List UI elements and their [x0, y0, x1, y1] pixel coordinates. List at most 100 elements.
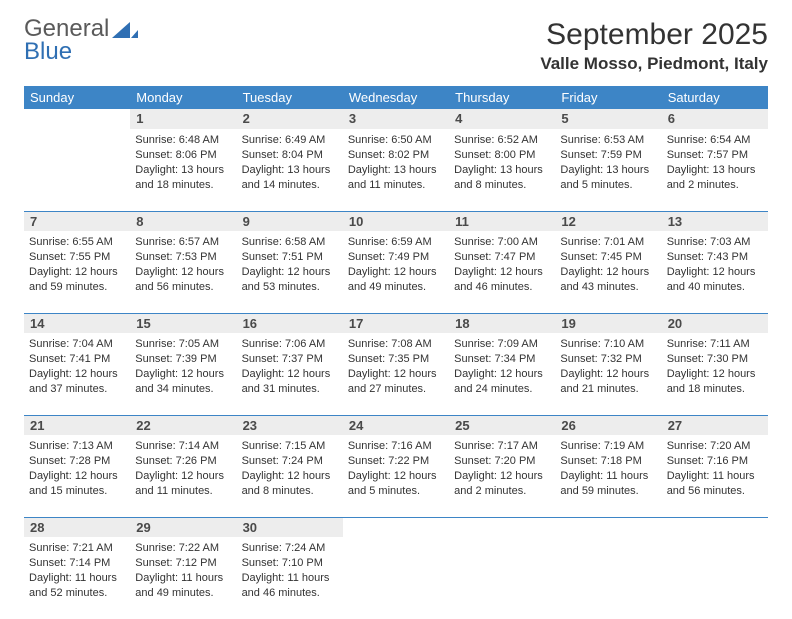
day-cell	[449, 537, 555, 619]
day-details: Sunrise: 6:50 AMSunset: 8:02 PMDaylight:…	[348, 133, 444, 192]
day-number: 13	[662, 211, 768, 231]
day-cell: Sunrise: 7:13 AMSunset: 7:28 PMDaylight:…	[24, 435, 130, 517]
day-cell	[662, 537, 768, 619]
day-number: 30	[237, 517, 343, 537]
day-cell: Sunrise: 7:24 AMSunset: 7:10 PMDaylight:…	[237, 537, 343, 619]
day-number: 23	[237, 415, 343, 435]
day-details: Sunrise: 7:24 AMSunset: 7:10 PMDaylight:…	[242, 541, 338, 600]
day-details: Sunrise: 6:54 AMSunset: 7:57 PMDaylight:…	[667, 133, 763, 192]
day-cell: Sunrise: 7:00 AMSunset: 7:47 PMDaylight:…	[449, 231, 555, 313]
logo: General Blue	[24, 18, 138, 64]
day-cell: Sunrise: 7:08 AMSunset: 7:35 PMDaylight:…	[343, 333, 449, 415]
day-cell: Sunrise: 6:49 AMSunset: 8:04 PMDaylight:…	[237, 129, 343, 211]
day-cell: Sunrise: 6:50 AMSunset: 8:02 PMDaylight:…	[343, 129, 449, 211]
calendar-table: SundayMondayTuesdayWednesdayThursdayFrid…	[24, 86, 768, 619]
day-number: 20	[662, 313, 768, 333]
day-cell: Sunrise: 7:04 AMSunset: 7:41 PMDaylight:…	[24, 333, 130, 415]
day-content-row: Sunrise: 7:13 AMSunset: 7:28 PMDaylight:…	[24, 435, 768, 517]
day-number: 10	[343, 211, 449, 231]
day-details: Sunrise: 7:13 AMSunset: 7:28 PMDaylight:…	[29, 439, 125, 498]
day-details: Sunrise: 7:04 AMSunset: 7:41 PMDaylight:…	[29, 337, 125, 396]
day-cell: Sunrise: 6:57 AMSunset: 7:53 PMDaylight:…	[130, 231, 236, 313]
day-details: Sunrise: 7:14 AMSunset: 7:26 PMDaylight:…	[135, 439, 231, 498]
day-cell: Sunrise: 6:58 AMSunset: 7:51 PMDaylight:…	[237, 231, 343, 313]
day-number-row: 21222324252627	[24, 415, 768, 435]
day-cell	[24, 129, 130, 211]
day-number: 1	[130, 109, 236, 129]
day-details: Sunrise: 7:00 AMSunset: 7:47 PMDaylight:…	[454, 235, 550, 294]
day-number: 14	[24, 313, 130, 333]
weekday-header: Monday	[130, 86, 236, 109]
day-number: 2	[237, 109, 343, 129]
day-details: Sunrise: 7:20 AMSunset: 7:16 PMDaylight:…	[667, 439, 763, 498]
day-details: Sunrise: 7:16 AMSunset: 7:22 PMDaylight:…	[348, 439, 444, 498]
day-number-row: 14151617181920	[24, 313, 768, 333]
header: General Blue September 2025 Valle Mosso,…	[24, 18, 768, 74]
day-number-row: 282930	[24, 517, 768, 537]
day-number	[24, 109, 130, 129]
title-block: September 2025 Valle Mosso, Piedmont, It…	[540, 18, 768, 74]
day-cell	[343, 537, 449, 619]
day-cell: Sunrise: 7:22 AMSunset: 7:12 PMDaylight:…	[130, 537, 236, 619]
day-content-row: Sunrise: 7:04 AMSunset: 7:41 PMDaylight:…	[24, 333, 768, 415]
day-details: Sunrise: 7:05 AMSunset: 7:39 PMDaylight:…	[135, 337, 231, 396]
day-cell: Sunrise: 7:17 AMSunset: 7:20 PMDaylight:…	[449, 435, 555, 517]
day-number: 19	[555, 313, 661, 333]
weekday-header: Wednesday	[343, 86, 449, 109]
day-cell: Sunrise: 7:10 AMSunset: 7:32 PMDaylight:…	[555, 333, 661, 415]
day-number-row: 78910111213	[24, 211, 768, 231]
day-number	[449, 517, 555, 537]
location: Valle Mosso, Piedmont, Italy	[540, 54, 768, 74]
day-number: 21	[24, 415, 130, 435]
day-content-row: Sunrise: 7:21 AMSunset: 7:14 PMDaylight:…	[24, 537, 768, 619]
day-cell: Sunrise: 7:06 AMSunset: 7:37 PMDaylight:…	[237, 333, 343, 415]
day-details: Sunrise: 6:59 AMSunset: 7:49 PMDaylight:…	[348, 235, 444, 294]
day-cell: Sunrise: 7:09 AMSunset: 7:34 PMDaylight:…	[449, 333, 555, 415]
day-details: Sunrise: 7:19 AMSunset: 7:18 PMDaylight:…	[560, 439, 656, 498]
weekday-header: Tuesday	[237, 86, 343, 109]
day-details: Sunrise: 6:55 AMSunset: 7:55 PMDaylight:…	[29, 235, 125, 294]
weekday-header: Sunday	[24, 86, 130, 109]
day-number: 3	[343, 109, 449, 129]
day-cell: Sunrise: 6:53 AMSunset: 7:59 PMDaylight:…	[555, 129, 661, 211]
day-cell: Sunrise: 7:05 AMSunset: 7:39 PMDaylight:…	[130, 333, 236, 415]
day-number: 7	[24, 211, 130, 231]
day-cell: Sunrise: 7:14 AMSunset: 7:26 PMDaylight:…	[130, 435, 236, 517]
day-details: Sunrise: 6:48 AMSunset: 8:06 PMDaylight:…	[135, 133, 231, 192]
day-details: Sunrise: 7:15 AMSunset: 7:24 PMDaylight:…	[242, 439, 338, 498]
day-cell: Sunrise: 7:01 AMSunset: 7:45 PMDaylight:…	[555, 231, 661, 313]
day-number: 11	[449, 211, 555, 231]
logo-word-blue: Blue	[24, 38, 72, 65]
day-details: Sunrise: 7:08 AMSunset: 7:35 PMDaylight:…	[348, 337, 444, 396]
day-number: 22	[130, 415, 236, 435]
day-cell: Sunrise: 7:21 AMSunset: 7:14 PMDaylight:…	[24, 537, 130, 619]
day-details: Sunrise: 7:09 AMSunset: 7:34 PMDaylight:…	[454, 337, 550, 396]
weekday-header-row: SundayMondayTuesdayWednesdayThursdayFrid…	[24, 86, 768, 109]
day-details: Sunrise: 7:22 AMSunset: 7:12 PMDaylight:…	[135, 541, 231, 600]
day-details: Sunrise: 7:21 AMSunset: 7:14 PMDaylight:…	[29, 541, 125, 600]
day-details: Sunrise: 7:17 AMSunset: 7:20 PMDaylight:…	[454, 439, 550, 498]
day-number: 26	[555, 415, 661, 435]
day-number: 5	[555, 109, 661, 129]
day-cell: Sunrise: 6:52 AMSunset: 8:00 PMDaylight:…	[449, 129, 555, 211]
day-number: 24	[343, 415, 449, 435]
day-number: 9	[237, 211, 343, 231]
day-number: 6	[662, 109, 768, 129]
day-number: 8	[130, 211, 236, 231]
day-number: 25	[449, 415, 555, 435]
logo-text: General Blue	[24, 18, 109, 64]
day-details: Sunrise: 6:53 AMSunset: 7:59 PMDaylight:…	[560, 133, 656, 192]
day-number	[555, 517, 661, 537]
weekday-header: Thursday	[449, 86, 555, 109]
day-details: Sunrise: 6:57 AMSunset: 7:53 PMDaylight:…	[135, 235, 231, 294]
day-details: Sunrise: 6:49 AMSunset: 8:04 PMDaylight:…	[242, 133, 338, 192]
day-content-row: Sunrise: 6:48 AMSunset: 8:06 PMDaylight:…	[24, 129, 768, 211]
day-cell: Sunrise: 7:16 AMSunset: 7:22 PMDaylight:…	[343, 435, 449, 517]
day-cell: Sunrise: 6:48 AMSunset: 8:06 PMDaylight:…	[130, 129, 236, 211]
day-number: 12	[555, 211, 661, 231]
day-number: 29	[130, 517, 236, 537]
day-details: Sunrise: 7:06 AMSunset: 7:37 PMDaylight:…	[242, 337, 338, 396]
day-number: 15	[130, 313, 236, 333]
day-details: Sunrise: 7:10 AMSunset: 7:32 PMDaylight:…	[560, 337, 656, 396]
day-details: Sunrise: 6:52 AMSunset: 8:00 PMDaylight:…	[454, 133, 550, 192]
